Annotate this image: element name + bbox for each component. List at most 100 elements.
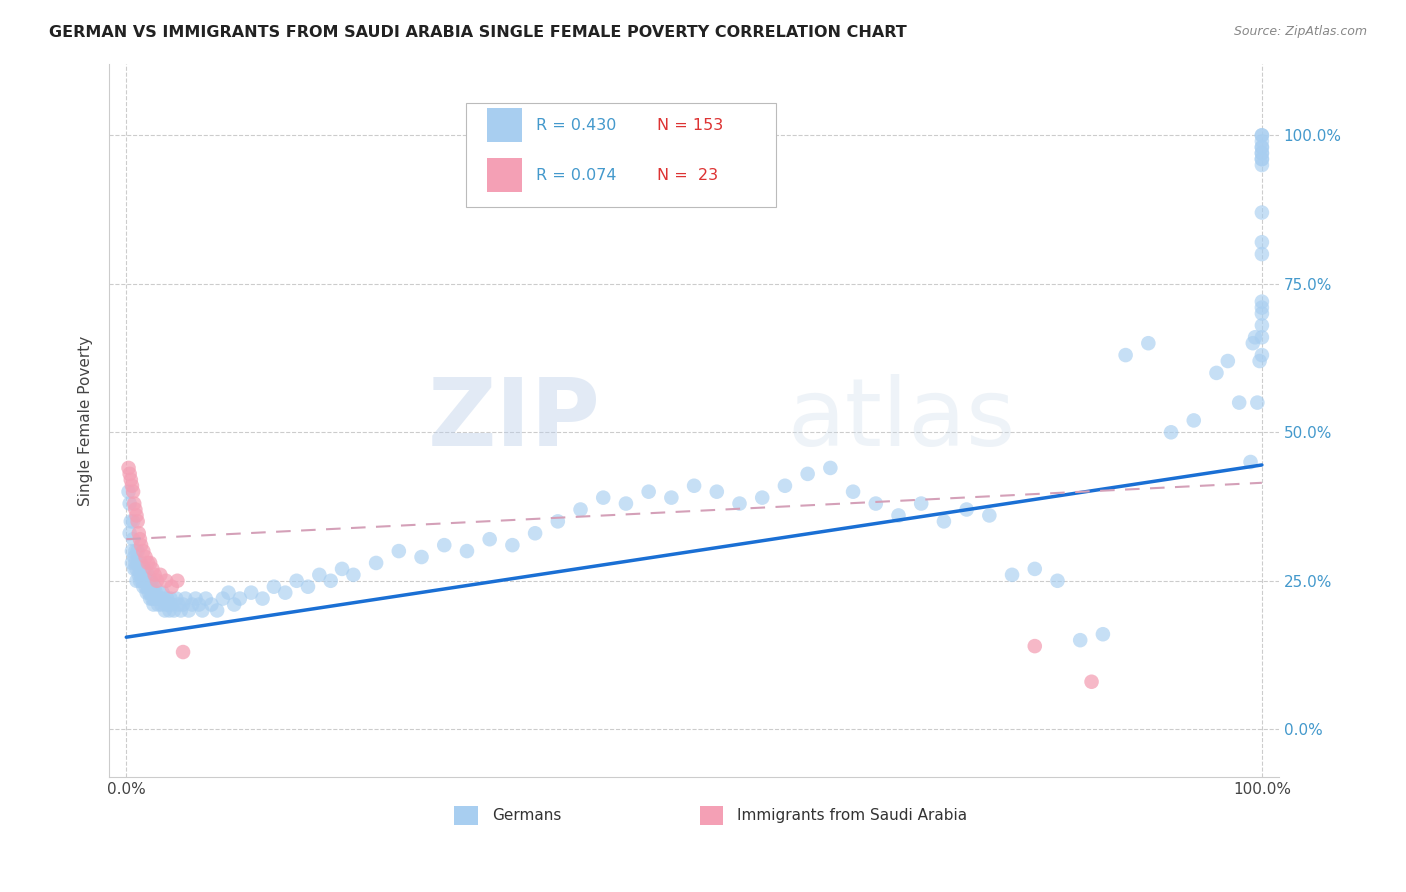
Point bbox=[129, 562, 152, 576]
Point bbox=[142, 585, 165, 599]
Point bbox=[1251, 128, 1274, 143]
Point bbox=[1251, 235, 1274, 250]
Text: ZIP: ZIP bbox=[427, 375, 600, 467]
Point bbox=[501, 538, 523, 552]
Point bbox=[1024, 639, 1046, 653]
Point bbox=[979, 508, 1001, 523]
Point bbox=[433, 538, 456, 552]
Point bbox=[125, 574, 148, 588]
Text: GERMAN VS IMMIGRANTS FROM SAUDI ARABIA SINGLE FEMALE POVERTY CORRELATION CHART: GERMAN VS IMMIGRANTS FROM SAUDI ARABIA S… bbox=[49, 25, 907, 40]
Point bbox=[796, 467, 818, 481]
Text: R = 0.430: R = 0.430 bbox=[536, 118, 617, 133]
Point bbox=[177, 603, 200, 617]
Point bbox=[155, 574, 177, 588]
Point bbox=[1024, 562, 1046, 576]
Point bbox=[136, 580, 159, 594]
Point bbox=[1251, 152, 1274, 166]
Point bbox=[1251, 128, 1274, 143]
Point bbox=[121, 479, 143, 493]
Point bbox=[124, 544, 146, 558]
Point bbox=[146, 598, 169, 612]
Point bbox=[139, 591, 162, 606]
Point bbox=[1246, 395, 1268, 409]
Point bbox=[1251, 158, 1274, 172]
Point bbox=[194, 591, 217, 606]
Point bbox=[120, 515, 142, 529]
Point bbox=[524, 526, 547, 541]
Point bbox=[159, 591, 181, 606]
Point bbox=[172, 645, 194, 659]
Point bbox=[188, 598, 211, 612]
Point bbox=[297, 580, 319, 594]
Point bbox=[661, 491, 683, 505]
Point bbox=[773, 479, 796, 493]
Point bbox=[117, 484, 139, 499]
Point bbox=[728, 497, 751, 511]
Point bbox=[118, 467, 141, 481]
Point bbox=[155, 598, 177, 612]
Point bbox=[1251, 140, 1274, 154]
Point bbox=[170, 603, 193, 617]
Point bbox=[1069, 633, 1091, 648]
Point bbox=[1115, 348, 1137, 362]
Point bbox=[122, 562, 145, 576]
Point bbox=[141, 591, 163, 606]
Y-axis label: Single Female Poverty: Single Female Poverty bbox=[79, 335, 93, 506]
Point bbox=[135, 567, 157, 582]
Point bbox=[263, 580, 285, 594]
Point bbox=[165, 591, 187, 606]
Point bbox=[1241, 336, 1264, 351]
Point bbox=[152, 591, 174, 606]
Text: atlas: atlas bbox=[787, 375, 1017, 467]
Point bbox=[129, 574, 152, 588]
Point bbox=[127, 544, 149, 558]
Point bbox=[141, 585, 163, 599]
Point bbox=[136, 556, 159, 570]
Point bbox=[1251, 205, 1274, 219]
Point bbox=[135, 580, 157, 594]
Point bbox=[138, 574, 160, 588]
Point bbox=[120, 473, 142, 487]
Point bbox=[218, 585, 240, 599]
Point bbox=[1251, 247, 1274, 261]
Point bbox=[134, 574, 156, 588]
Point bbox=[1239, 455, 1261, 469]
Point bbox=[1160, 425, 1182, 440]
Point bbox=[160, 580, 183, 594]
Point bbox=[143, 580, 166, 594]
Point bbox=[122, 549, 145, 564]
Bar bbox=[700, 806, 723, 825]
Point bbox=[614, 497, 637, 511]
Point bbox=[683, 479, 706, 493]
Point bbox=[141, 562, 163, 576]
Point bbox=[252, 591, 274, 606]
Point bbox=[1251, 330, 1274, 344]
Point bbox=[478, 532, 501, 546]
Bar bbox=[486, 158, 522, 193]
Point bbox=[1182, 413, 1205, 427]
Point bbox=[135, 574, 157, 588]
Point bbox=[124, 556, 146, 570]
Point bbox=[139, 580, 162, 594]
Point bbox=[152, 585, 174, 599]
Point bbox=[1251, 140, 1274, 154]
Point bbox=[1001, 567, 1024, 582]
Point bbox=[1244, 330, 1267, 344]
Point bbox=[1251, 134, 1274, 148]
Point bbox=[138, 585, 160, 599]
Point bbox=[117, 461, 139, 475]
Point bbox=[129, 556, 152, 570]
Point bbox=[1251, 318, 1274, 333]
Point bbox=[1251, 294, 1274, 309]
Point bbox=[1227, 395, 1250, 409]
Point bbox=[751, 491, 773, 505]
Point bbox=[172, 598, 194, 612]
Point bbox=[181, 598, 204, 612]
Point bbox=[143, 567, 166, 582]
Point bbox=[135, 549, 157, 564]
Point bbox=[153, 603, 176, 617]
Point bbox=[163, 603, 186, 617]
Point bbox=[820, 461, 842, 475]
Point bbox=[184, 591, 207, 606]
Point bbox=[146, 591, 169, 606]
